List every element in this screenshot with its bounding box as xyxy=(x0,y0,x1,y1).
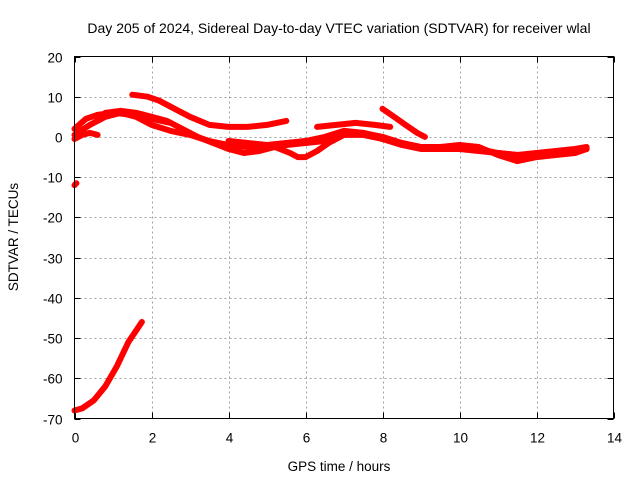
series-arc-10 xyxy=(379,105,428,140)
y-tick-label: 0 xyxy=(55,131,63,146)
tick-label-layer: -70 -60 -50 -40 -30 -20 -10 0 10 20 0 2 4 6 8 10 12 14 xyxy=(43,51,623,446)
y-tick-label: -40 xyxy=(43,292,63,307)
x-tick-label: 0 xyxy=(72,431,80,446)
x-tick-label: 6 xyxy=(303,431,311,446)
x-tick-label: 12 xyxy=(530,431,545,446)
series-arc-3 xyxy=(71,129,101,142)
series-arc-5 xyxy=(71,319,145,414)
x-tick-label: 10 xyxy=(453,431,468,446)
y-tick-label: -70 xyxy=(43,413,63,428)
tick-layer xyxy=(74,56,615,420)
x-axis-label: GPS time / hours xyxy=(288,459,391,474)
x-tick-label: 2 xyxy=(149,431,157,446)
plot-frame xyxy=(74,56,614,419)
series-layer xyxy=(71,91,590,414)
grid-layer xyxy=(74,56,614,419)
y-tick-label: 20 xyxy=(47,51,62,66)
series-arc-6 xyxy=(129,91,290,130)
x-tick-label: 8 xyxy=(380,431,388,446)
y-tick-label: -60 xyxy=(43,372,63,387)
y-tick-label: 10 xyxy=(47,91,62,106)
series-arc-8 xyxy=(225,131,590,158)
y-tick-label: -30 xyxy=(43,252,63,267)
y-tick-label: -10 xyxy=(43,171,63,186)
x-tick-label: 14 xyxy=(607,431,623,446)
chart-title: Day 205 of 2024, Sidereal Day-to-day VTE… xyxy=(87,20,590,36)
y-axis-label: SDTVAR / TECUs xyxy=(6,183,21,292)
y-tick-label: -20 xyxy=(43,211,63,226)
y-tick-label: -50 xyxy=(43,332,63,347)
series-arc-9 xyxy=(314,119,394,130)
x-tick-label: 4 xyxy=(226,431,234,446)
